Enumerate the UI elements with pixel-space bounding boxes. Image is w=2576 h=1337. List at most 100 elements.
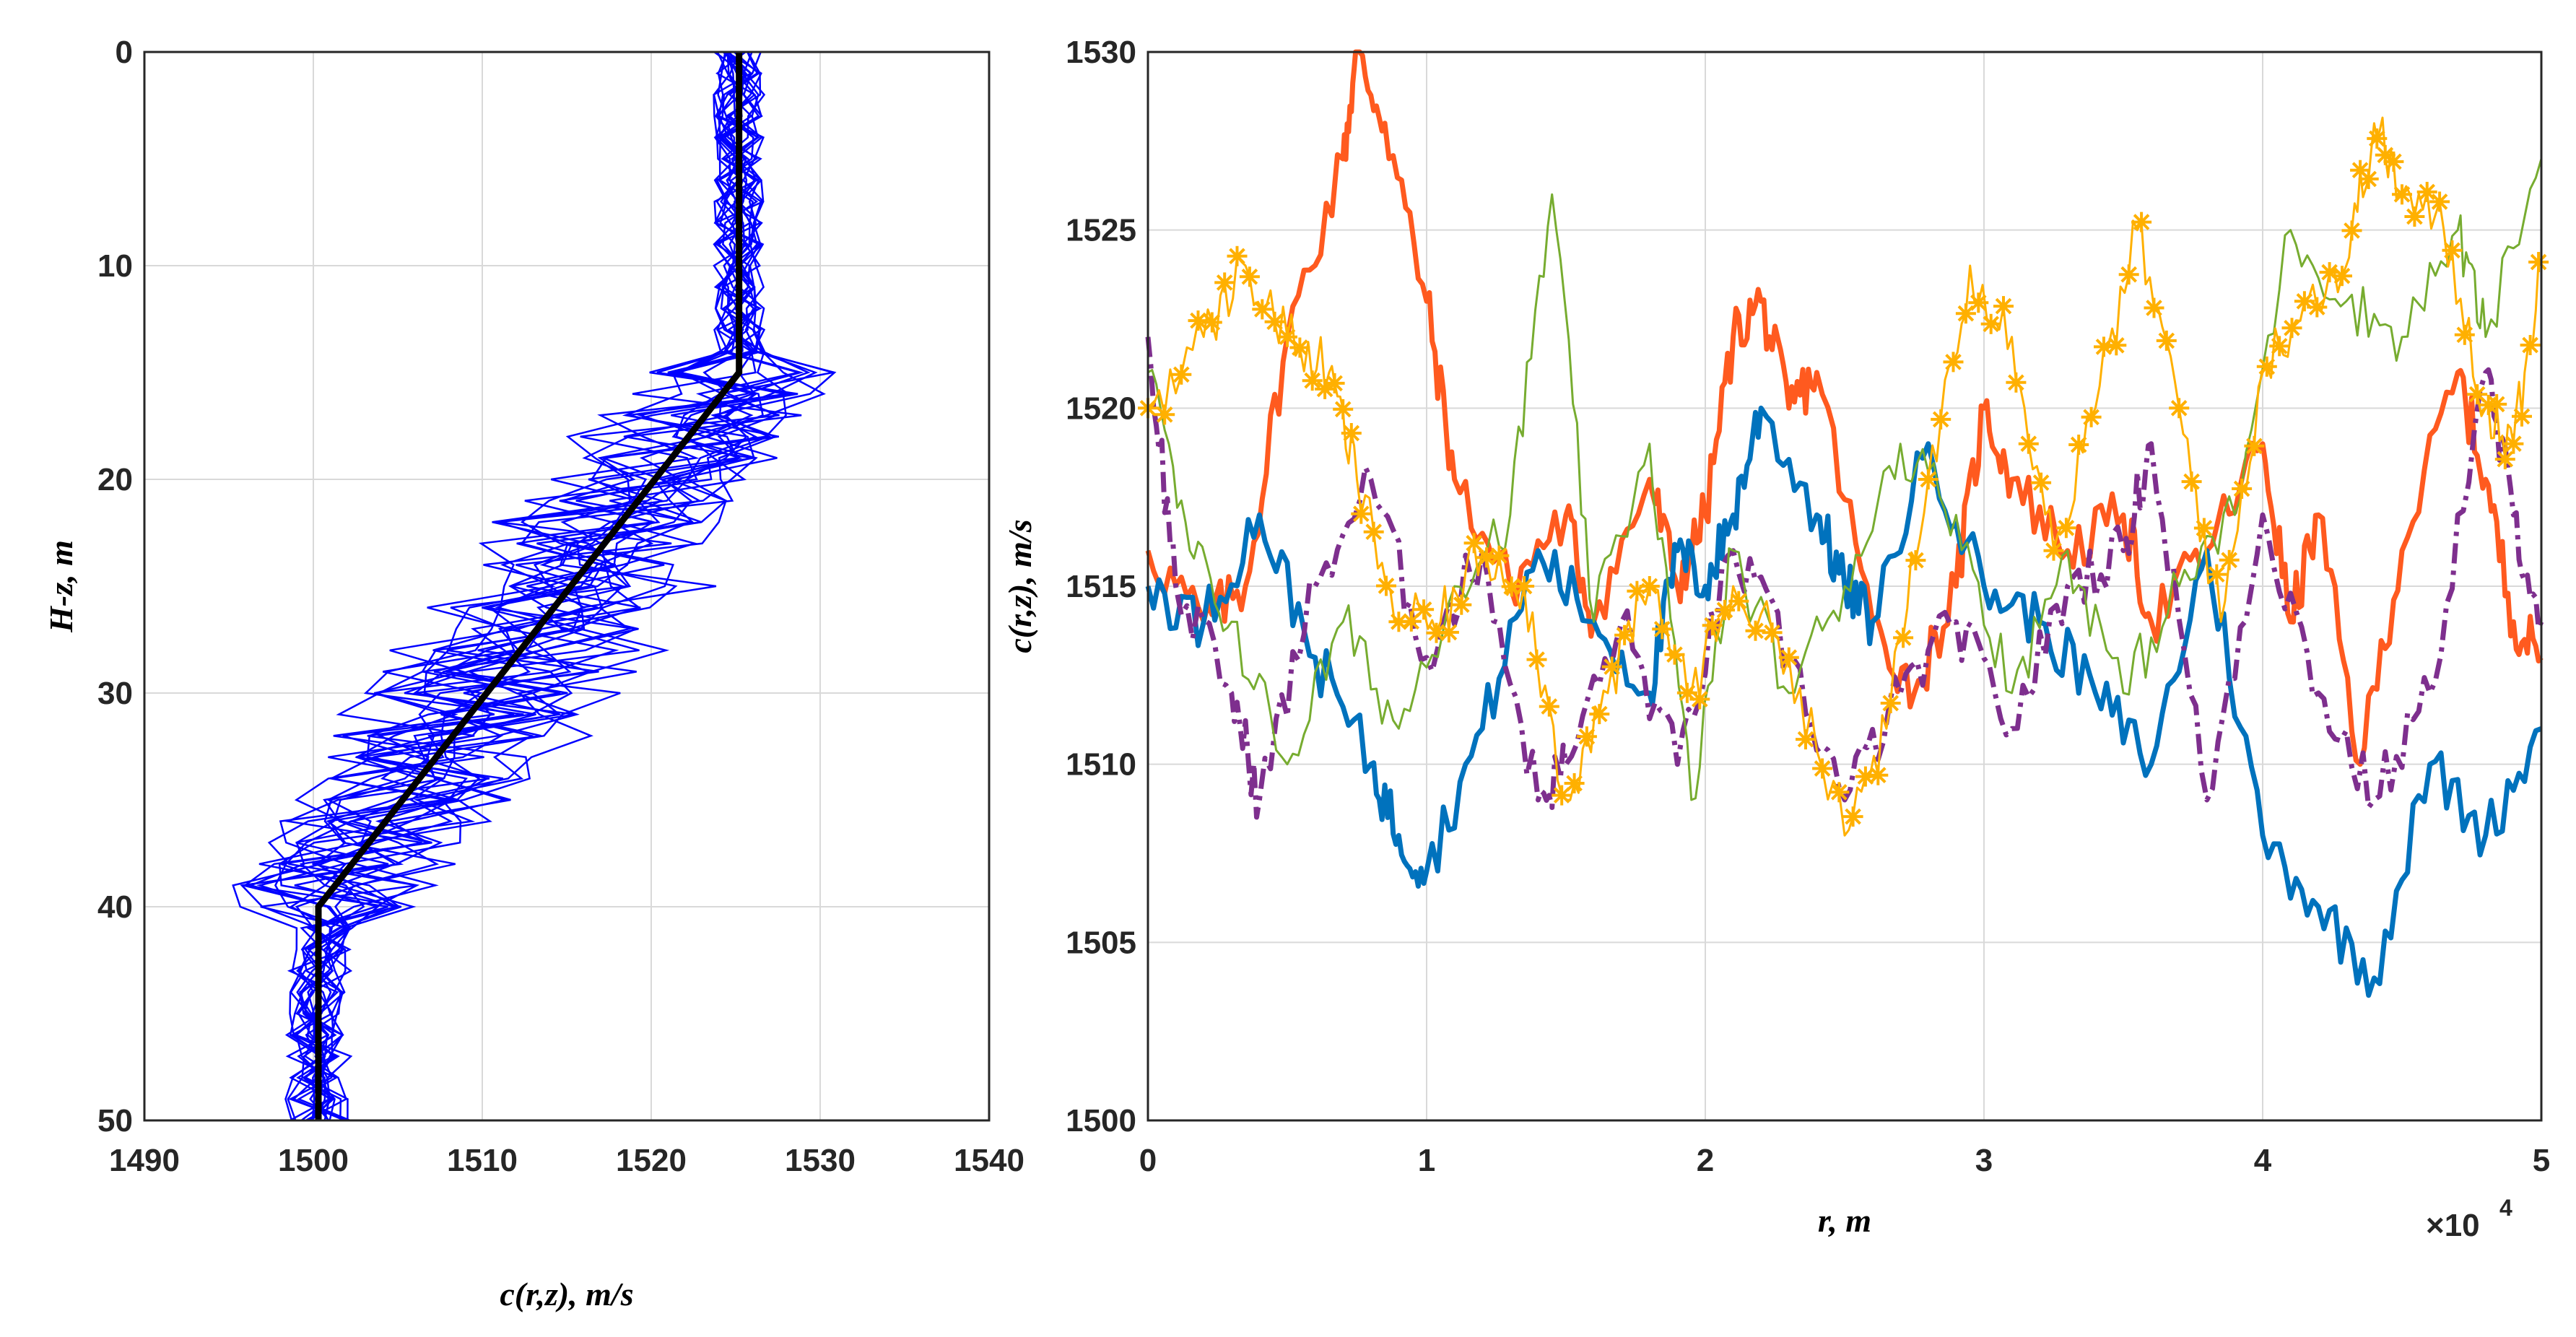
- right-y-axis-label: c(r,z), m/s: [1001, 519, 1038, 653]
- asterisk-marker: [1214, 272, 1235, 293]
- asterisk-marker: [2169, 398, 2190, 419]
- asterisk-marker: [2319, 262, 2340, 283]
- asterisk-marker: [1589, 704, 1610, 725]
- asterisk-marker: [1762, 622, 1783, 643]
- left-x-tick-label: 1510: [447, 1143, 518, 1178]
- asterisk-marker: [1539, 696, 1559, 717]
- asterisk-marker: [1201, 312, 1222, 333]
- asterisk-marker: [1401, 611, 1422, 632]
- asterisk-marker: [1564, 773, 1585, 793]
- asterisk-marker: [2429, 191, 2450, 212]
- asterisk-marker: [2503, 433, 2524, 454]
- asterisk-marker: [1351, 503, 1372, 524]
- realization-line: [267, 51, 765, 1121]
- series-line: [1147, 116, 2543, 837]
- asterisk-marker: [2454, 324, 2475, 345]
- right-y-tick-label: 1520: [1066, 391, 1136, 426]
- right-x-tick-label: 5: [2533, 1143, 2550, 1178]
- asterisk-marker: [1728, 591, 1749, 611]
- asterisk-marker: [1388, 611, 1409, 632]
- left-x-tick-label: 1520: [616, 1143, 687, 1178]
- asterisk-marker: [1463, 533, 1484, 554]
- mean-profile-line: [315, 52, 743, 1120]
- asterisk-marker: [1363, 521, 1384, 542]
- asterisk-marker: [1980, 313, 2001, 334]
- left-x-tick-label: 1540: [954, 1143, 1024, 1178]
- left-y-tick-label: 10: [97, 248, 133, 284]
- asterisk-marker: [2350, 160, 2371, 180]
- asterisk-marker: [1227, 245, 1248, 266]
- asterisk-marker: [1943, 352, 1964, 373]
- sound-speed-profile-chart: 1490 1500 1510 1520 1530 1540 0 10 20 30 40 50 c(r…: [43, 35, 1024, 1312]
- asterisk-marker: [2307, 297, 2328, 318]
- asterisk-marker: [1905, 550, 1926, 571]
- right-x-tick-label: 3: [1975, 1143, 1993, 1178]
- right-x-tick-label: 4: [2254, 1143, 2272, 1178]
- asterisk-marker: [1552, 785, 1572, 806]
- realization-line: [256, 51, 779, 1121]
- asterisk-marker: [1302, 370, 1323, 391]
- right-y-tick-label: 1505: [1066, 925, 1136, 960]
- asterisk-marker: [1341, 423, 1362, 443]
- asterisk-marker: [2341, 220, 2362, 241]
- right-y-tick-label: 1500: [1066, 1103, 1136, 1138]
- asterisk-marker: [1652, 619, 1673, 640]
- asterisk-marker: [1451, 594, 1472, 615]
- profile-realizations: [232, 51, 837, 1122]
- left-x-tick-label: 1530: [785, 1143, 856, 1178]
- mean-profile: [315, 52, 743, 1120]
- left-y-tick-label: 40: [97, 889, 133, 925]
- asterisk-marker: [1931, 409, 1951, 430]
- asterisk-marker: [1918, 469, 1938, 489]
- asterisk-marker: [2256, 356, 2277, 377]
- asterisk-marker: [1264, 311, 1285, 332]
- series-line: [1145, 336, 2544, 820]
- right-y-tick-label: 1530: [1066, 35, 1136, 70]
- asterisk-marker: [1476, 547, 1497, 568]
- series-3: [1145, 336, 2544, 820]
- asterisk-marker: [1154, 404, 1175, 425]
- left-y-tick-label: 50: [97, 1103, 133, 1138]
- asterisk-marker: [1171, 364, 1192, 385]
- asterisk-marker: [1689, 689, 1710, 710]
- asterisk-marker: [1324, 373, 1345, 393]
- left-y-tick-label: 30: [97, 676, 133, 711]
- realization-line: [243, 51, 766, 1121]
- asterisk-marker: [1601, 656, 1622, 677]
- asterisk-marker: [1796, 729, 1816, 750]
- series-line: [1147, 158, 2543, 801]
- right-x-axis-label: r, m: [1818, 1202, 1871, 1239]
- asterisk-marker: [1526, 649, 1547, 670]
- asterisk-marker: [2193, 518, 2214, 539]
- asterisk-marker: [2181, 471, 2202, 492]
- series-line: [1145, 405, 2543, 998]
- asterisk-marker: [1968, 292, 1989, 313]
- asterisk-marker: [2392, 184, 2412, 205]
- asterisk-marker: [1829, 782, 1850, 803]
- right-plot-frame: [1146, 51, 2543, 1122]
- asterisk-marker: [2520, 335, 2541, 355]
- left-y-tick-label: 20: [97, 462, 133, 497]
- asterisk-marker: [2332, 266, 2352, 287]
- asterisk-marker: [1993, 296, 2014, 317]
- realization-line: [280, 51, 796, 1121]
- series-line: [1145, 49, 2544, 767]
- asterisk-marker: [1252, 299, 1273, 320]
- asterisk-marker: [1842, 806, 1863, 827]
- asterisk-marker: [2528, 252, 2549, 272]
- asterisk-marker: [2383, 151, 2404, 172]
- asterisk-marker: [1289, 337, 1310, 358]
- asterisk-marker: [2358, 168, 2379, 189]
- right-x-tick-label: 2: [1697, 1143, 1714, 1178]
- asterisk-marker: [1664, 644, 1685, 665]
- asterisk-marker: [1414, 599, 1435, 620]
- asterisk-marker: [1438, 622, 1459, 643]
- left-x-axis-label: c(r,z), m/s: [500, 1276, 633, 1312]
- asterisk-marker: [1188, 310, 1209, 331]
- asterisk-marker: [2281, 318, 2302, 339]
- left-y-tick-label: 0: [116, 35, 133, 70]
- realization-line: [289, 51, 780, 1121]
- asterisk-marker: [2206, 564, 2227, 585]
- asterisk-marker: [1639, 576, 1660, 596]
